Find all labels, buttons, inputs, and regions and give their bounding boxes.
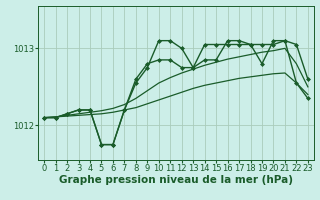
X-axis label: Graphe pression niveau de la mer (hPa): Graphe pression niveau de la mer (hPa) [59,175,293,185]
